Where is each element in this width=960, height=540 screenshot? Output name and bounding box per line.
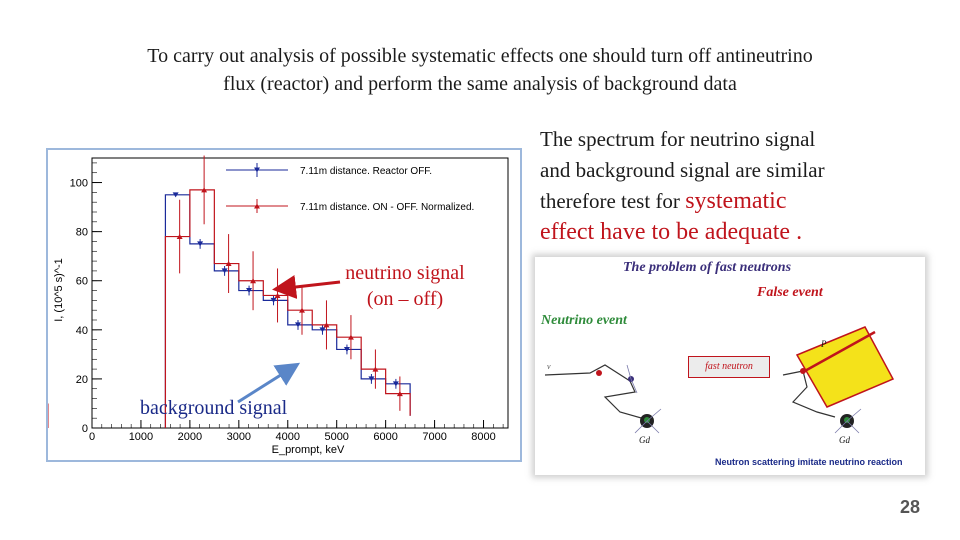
data-point [299, 307, 305, 313]
y-axis-label: I, (10^5 s)^-1 [53, 258, 65, 322]
page-number: 28 [899, 497, 920, 517]
side-line-3b: systematic [685, 188, 787, 214]
side-text: The spectrum for neutrino signal and bac… [540, 124, 920, 248]
x-tick-label: 5000 [324, 431, 348, 443]
positron-dot [596, 370, 602, 376]
y-tick-label: 100 [70, 178, 88, 190]
data-point [295, 322, 301, 328]
y-tick-label: 40 [76, 325, 88, 337]
annotation-neutrino-line-2: (on – off) [366, 288, 444, 310]
figure2-title: The problem of fast neutrons [623, 260, 792, 275]
x-tick-label: 7000 [422, 431, 446, 443]
side-line-1: The spectrum for neutrino signal [540, 127, 816, 151]
data-point [347, 334, 354, 340]
data-point [221, 268, 228, 274]
svg-text:ν: ν [547, 362, 551, 371]
data-point [343, 346, 350, 352]
data-point [392, 381, 399, 387]
x-tick-label: 6000 [373, 431, 397, 443]
title-line-2: flux (reactor) and perform the same anal… [223, 73, 737, 95]
gd-label-2: Gd [839, 435, 850, 445]
series-line [164, 189, 411, 428]
legend-entry: 7.11m distance. Reactor OFF. [300, 166, 432, 177]
false-track [782, 370, 836, 418]
annotation-neutrino-line-1: neutrino signal [345, 262, 465, 284]
x-tick-label: 8000 [471, 431, 495, 443]
side-line-4: effect have to be adequate . [540, 219, 803, 245]
data-point [176, 234, 183, 240]
legend-entry: 7.11m distance. ON - OFF. Normalized. [300, 202, 474, 213]
data-point [368, 376, 375, 382]
neutrino-event-label: Neutrino event [541, 313, 627, 328]
series-line [164, 194, 411, 428]
side-line-3: therefore test for systematic [540, 186, 920, 217]
data-point [250, 278, 257, 284]
side-line-2: and background signal are similar [540, 158, 825, 182]
false-event-label: False event [757, 285, 823, 300]
data-point [201, 187, 208, 193]
x-tick-label: 2000 [178, 431, 202, 443]
x-tick-label: 3000 [227, 431, 251, 443]
spectrum-chart: 0 1000 2000 3000 4000 5000 6000 7000 8000 0 20 40 60… [46, 148, 522, 462]
y-tick-label: 0 [82, 423, 88, 435]
annotation-neutrino: neutrino signal (on – off) [330, 260, 480, 312]
plot-frame [91, 157, 509, 429]
gd-label-1: Gd [639, 435, 650, 445]
x-tick-label: 0 [89, 431, 95, 443]
x-axis-label: E_prompt, keV [272, 444, 345, 456]
legend-marker [254, 203, 260, 209]
data-point [225, 261, 232, 267]
data-point [197, 241, 204, 247]
y-tick-label: 20 [76, 374, 88, 386]
data-point [319, 327, 326, 333]
fast-neutron-figure: ν P Gd Gd The problem of fast neutrons F… [535, 257, 925, 475]
proton-dot [800, 368, 806, 374]
data-point [172, 192, 179, 198]
data-point [270, 297, 277, 303]
slide-title: To carry out analysis of possible system… [40, 42, 920, 98]
title-line-1: To carry out analysis of possible system… [147, 45, 813, 67]
data-point [323, 322, 330, 328]
fast-neutron-label: fast neutron [688, 356, 770, 378]
x-tick-label: 1000 [129, 431, 153, 443]
annotation-background: background signal [140, 397, 288, 419]
spectrum-chart-svg: 0 1000 2000 3000 4000 5000 6000 7000 8000 0 20 40 60… [48, 155, 509, 456]
proton-box [795, 326, 895, 408]
data-point [246, 288, 253, 294]
side-line-3a: therefore test for [540, 189, 686, 213]
p-label: P [820, 339, 827, 349]
fast-neutron-diagram: ν P Gd Gd [544, 326, 895, 445]
false-event-arrow [802, 330, 876, 374]
y-tick-label: 80 [76, 227, 88, 239]
neutrino-track [544, 364, 646, 420]
y-tick-label: 60 [76, 276, 88, 288]
data-point [396, 391, 403, 397]
legend-marker [254, 167, 260, 173]
x-tick-label: 4000 [276, 431, 300, 443]
data-point [372, 366, 379, 372]
figure2-caption: Neutron scattering imitate neutrino reac… [715, 457, 903, 467]
